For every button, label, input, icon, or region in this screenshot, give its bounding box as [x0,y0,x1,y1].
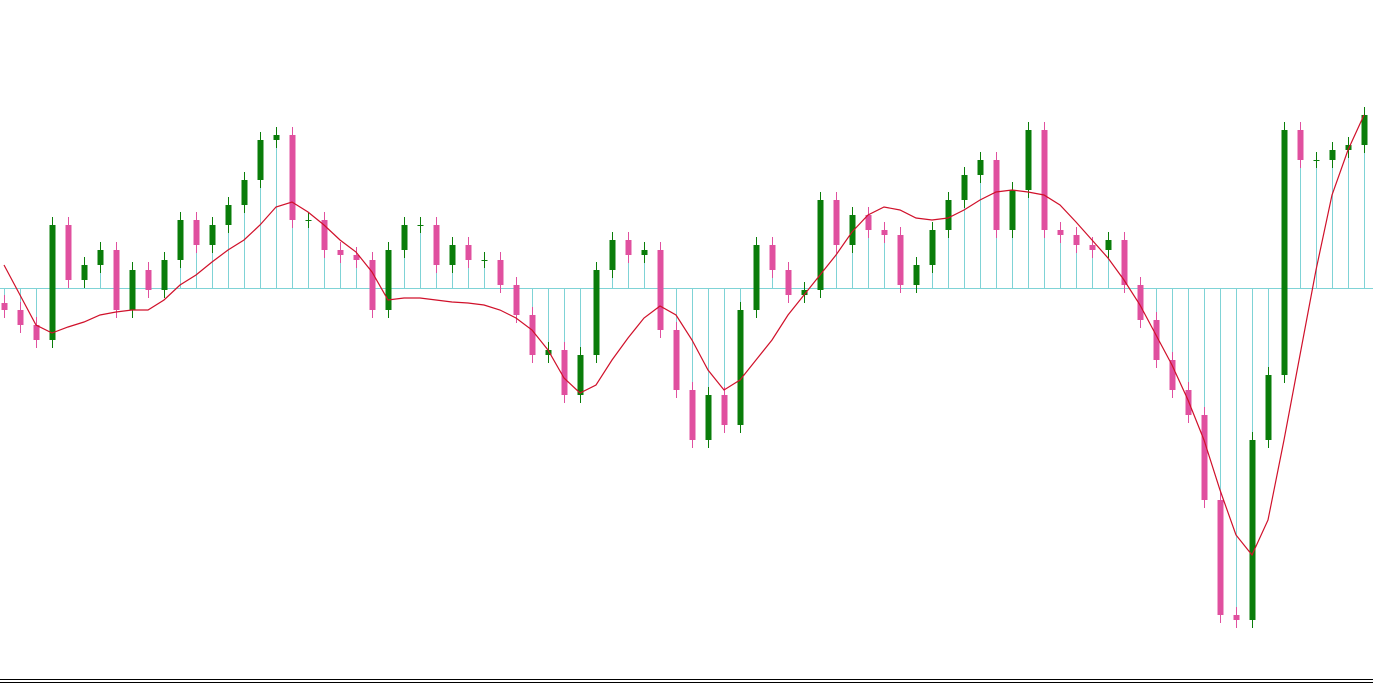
candle-body [289,135,296,220]
candle-body [1361,115,1368,145]
candle-body [161,260,168,290]
candle-body [129,270,136,310]
candle-body [353,255,360,260]
candle-body [593,270,600,355]
histogram [4,115,1365,620]
candle-body [481,260,488,261]
candle-body [657,250,664,330]
candle-body [1,303,8,310]
candle-body [209,225,216,245]
candle-body [1041,130,1048,230]
candle-body [913,265,920,285]
candle-body [385,250,392,310]
candle-body [257,140,264,180]
candle-body [737,310,744,425]
candle-body [1201,415,1208,500]
candle-body [1329,150,1336,160]
candle-body [337,250,344,255]
candle-body [321,220,328,250]
candle-body [609,240,616,270]
candle-body [225,205,232,225]
candle-body [1105,240,1112,250]
candle-body [1233,615,1240,620]
candle-body [1025,130,1032,190]
candle-body [577,355,584,395]
candle-body [273,135,280,140]
candle-body [785,270,792,295]
candle-body [545,350,552,355]
candle-body [689,390,696,440]
candle-body [1217,500,1224,615]
candle-body [961,175,968,200]
candle-body [897,235,904,285]
candle-body [817,200,824,290]
candle-body [449,245,456,265]
candles [1,107,1368,628]
candle-body [369,260,376,310]
candle-body [241,180,248,205]
candle-body [977,160,984,175]
candle-body [801,290,808,295]
candle-body [1057,230,1064,235]
candle-body [1281,130,1288,375]
candle-body [497,260,504,285]
candle-body [641,250,648,255]
candle-body [193,220,200,245]
candle-body [1009,190,1016,230]
candle-body [1089,245,1096,250]
candle-body [113,250,120,310]
candle-body [849,215,856,245]
candle-body [833,200,840,245]
candle-body [1137,285,1144,320]
candle-body [561,350,568,395]
candle-body [1297,130,1304,160]
candle-body [145,270,152,290]
candle-body [1265,375,1272,440]
candle-body [305,220,312,221]
candle-body [465,245,472,260]
candle-body [81,265,88,280]
candle-body [513,285,520,315]
candle-body [865,215,872,230]
candle-body [417,225,424,226]
candle-body [177,220,184,260]
candle-body [1169,360,1176,390]
candle-body [1073,235,1080,245]
candle-body [753,245,760,310]
candle-body [721,395,728,425]
candle-body [929,230,936,265]
candle-body [529,315,536,355]
candle-body [49,225,56,340]
candle-body [401,225,408,250]
candle-body [769,245,776,270]
candle-body [673,330,680,390]
candle-body [705,395,712,440]
candle-body [1121,240,1128,285]
candle-body [1153,320,1160,360]
candle-body [17,310,24,325]
moving-average-line [3,114,1365,557]
candle-body [1313,160,1320,161]
candle-body [1249,440,1256,620]
candle-body [625,240,632,255]
candle-body [33,325,40,340]
candle-body [945,200,952,230]
candle-body [881,230,888,235]
candle-body [993,160,1000,230]
candle-body [65,225,72,280]
candle-body [97,250,104,265]
candle-body [433,225,440,265]
